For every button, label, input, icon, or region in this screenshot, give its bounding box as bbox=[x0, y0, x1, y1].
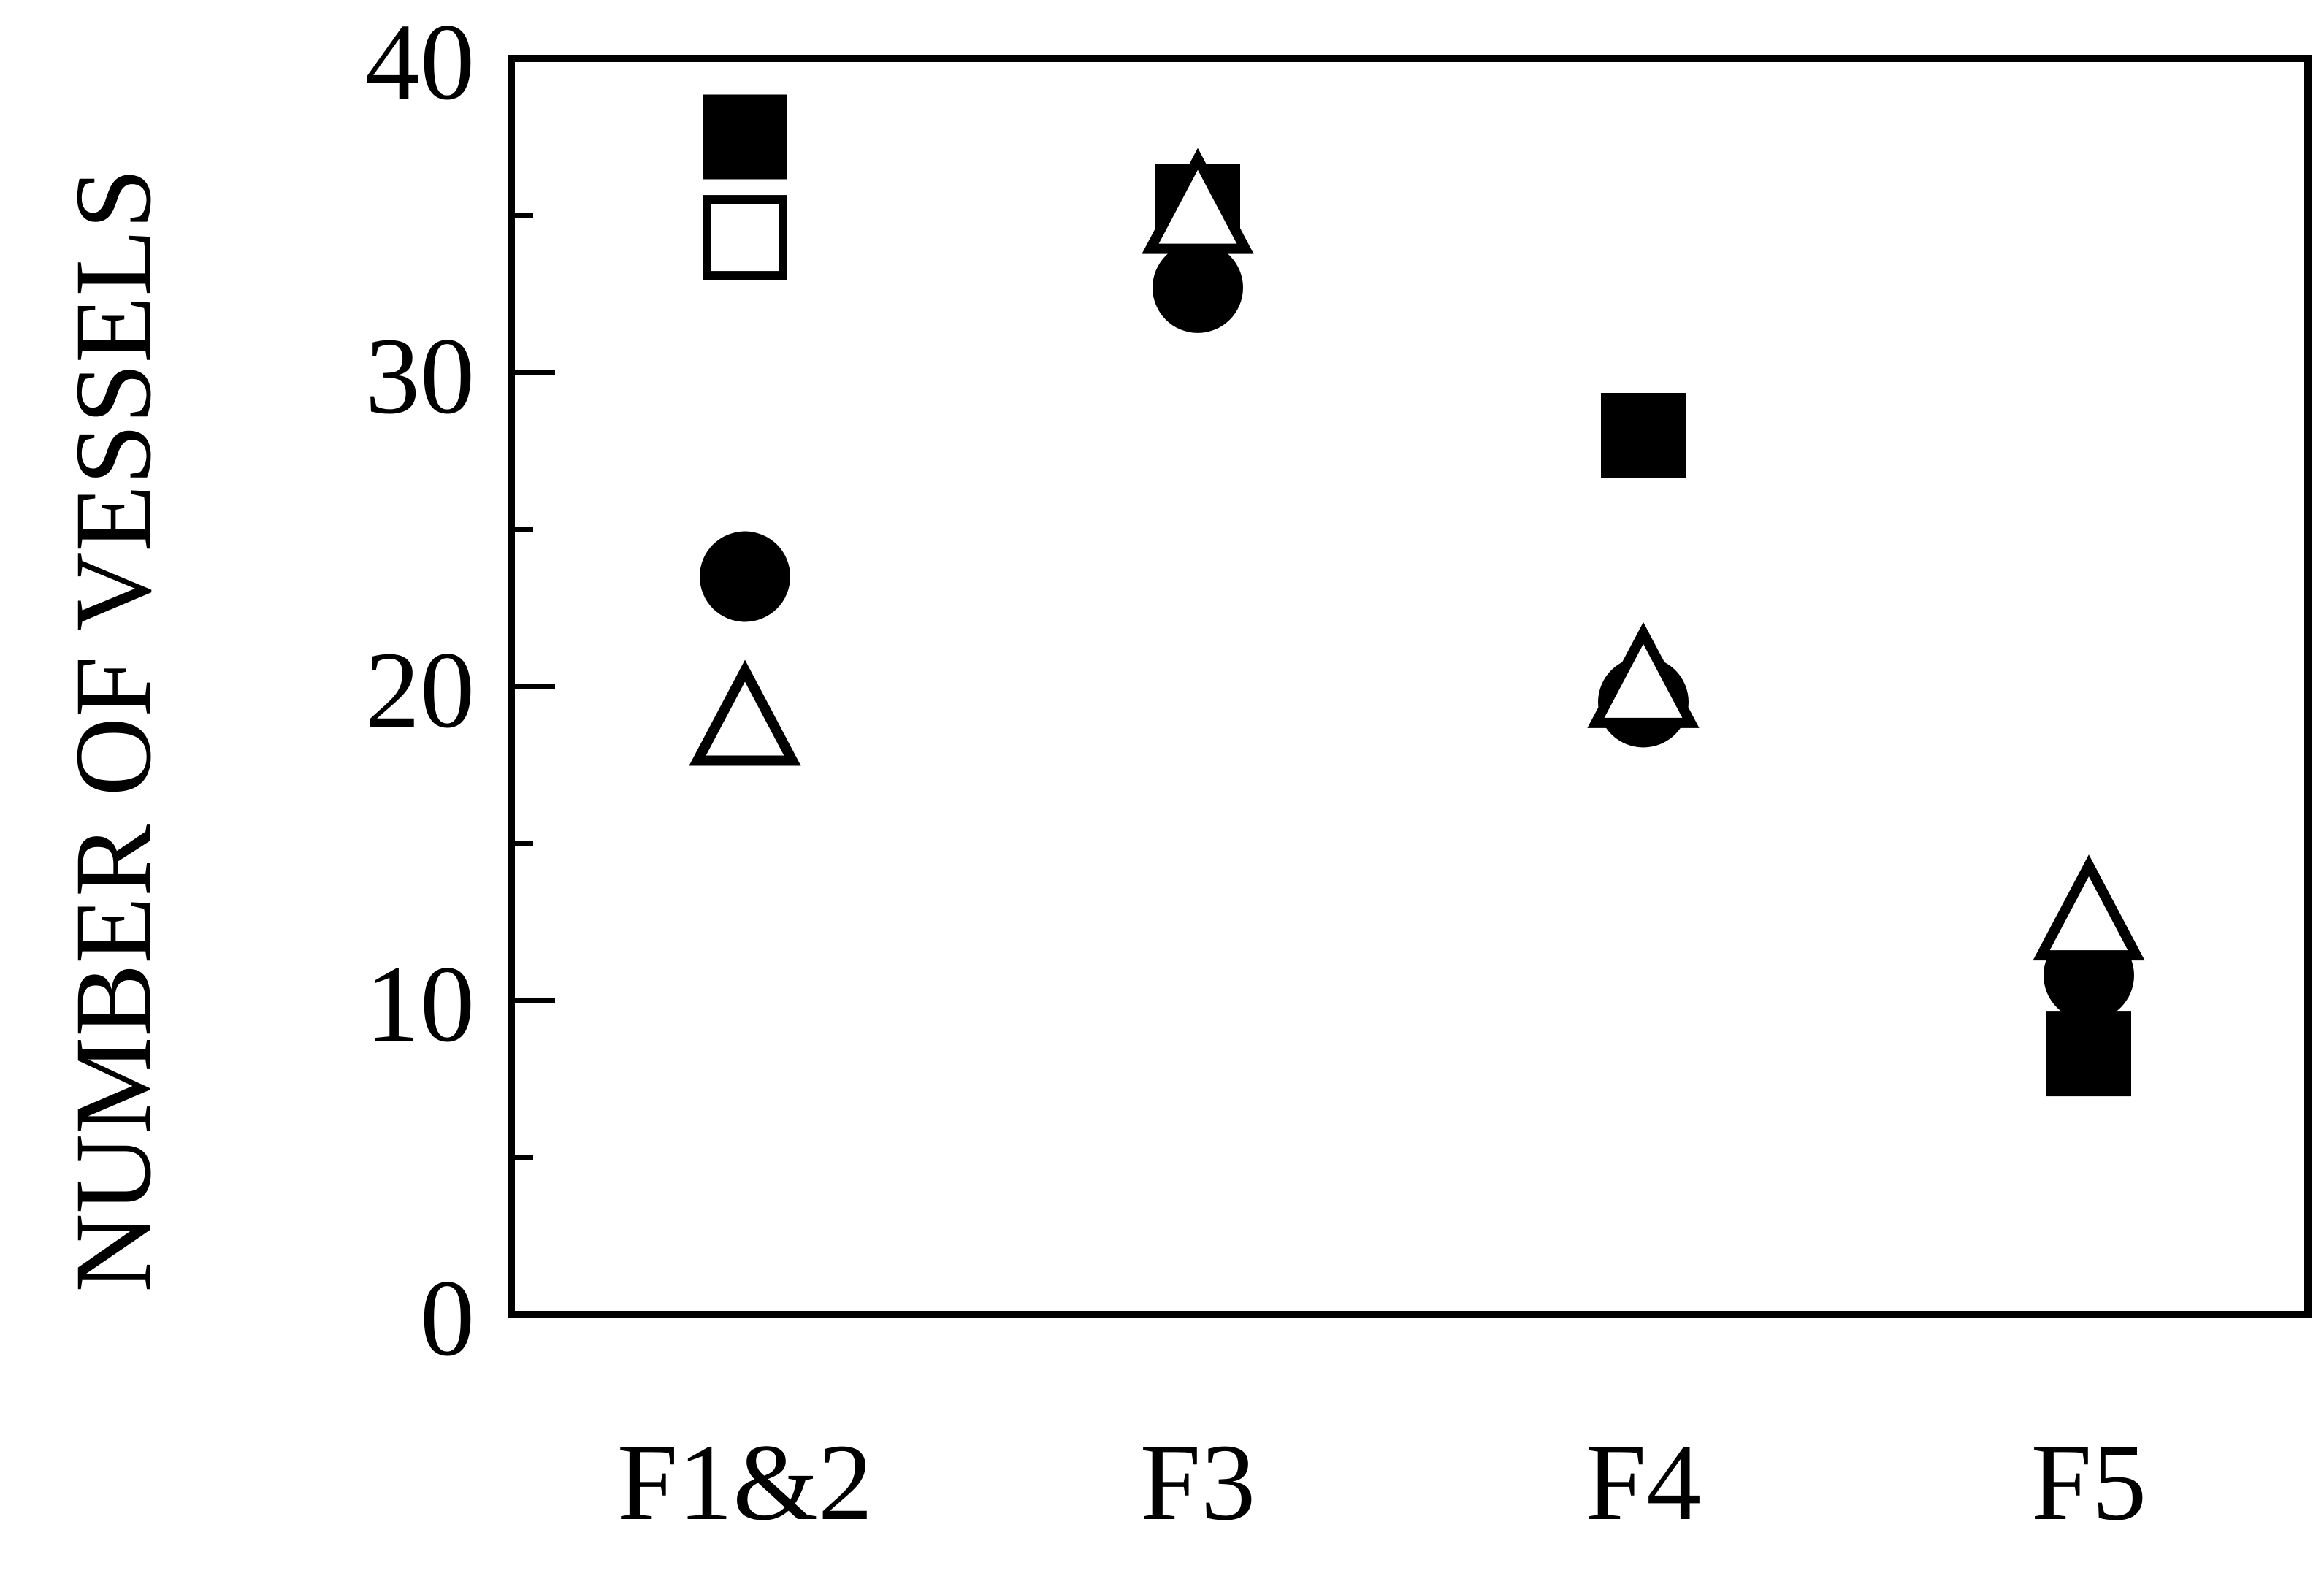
y-axis-title: NUMBER OF VESSELS bbox=[53, 168, 174, 1292]
y-axis: 0 10 20 30 40 bbox=[365, 1, 555, 1379]
y-tick-label: 0 bbox=[420, 1258, 475, 1379]
point-filled-square bbox=[703, 94, 787, 180]
point-open-triangle bbox=[689, 659, 801, 766]
point-open-square bbox=[703, 195, 787, 280]
y-tick-label: 30 bbox=[365, 315, 475, 437]
y-tick-label: 20 bbox=[365, 630, 475, 751]
x-tick-label: F3 bbox=[1140, 1422, 1255, 1543]
point-open-triangle bbox=[1587, 621, 1700, 728]
point-filled-circle bbox=[700, 531, 790, 622]
point-open-triangle bbox=[1142, 148, 1254, 254]
x-tick-label: F1&2 bbox=[617, 1422, 873, 1543]
x-tick-label: F5 bbox=[2031, 1422, 2147, 1543]
point-filled-circle bbox=[1153, 242, 1243, 333]
y-tick-label: 40 bbox=[365, 1, 475, 123]
data-points bbox=[689, 94, 2145, 1097]
point-filled-square bbox=[1601, 393, 1686, 478]
x-tick-label: F4 bbox=[1586, 1422, 1701, 1543]
x-axis: F1&2 F3 F4 F5 bbox=[617, 1422, 2147, 1543]
y-tick-label: 10 bbox=[365, 944, 475, 1065]
point-open-triangle bbox=[2033, 854, 2145, 961]
point-filled-square bbox=[2046, 1011, 2131, 1097]
